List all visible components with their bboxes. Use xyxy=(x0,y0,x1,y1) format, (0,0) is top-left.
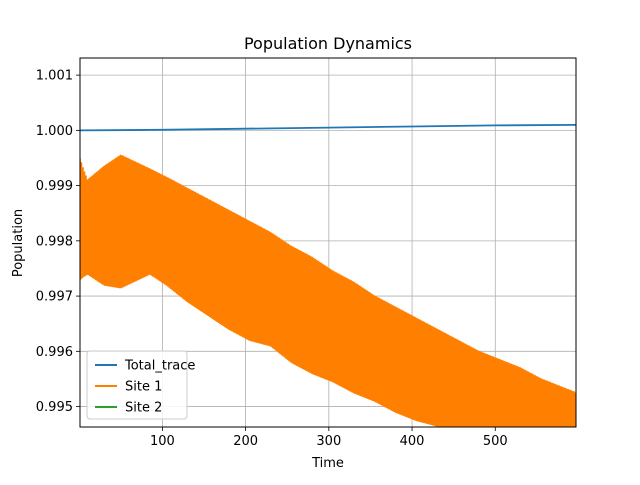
y-tick-label: 0.997 xyxy=(36,290,73,305)
y-tick-label: 1.001 xyxy=(36,69,73,84)
x-tick-label: 100 xyxy=(150,434,175,449)
x-tick-label: 200 xyxy=(233,434,258,449)
x-ticks: 100 200 300 400 500 xyxy=(150,427,508,449)
series-line-site-1 xyxy=(80,154,576,427)
x-axis-label: Time xyxy=(311,456,344,471)
y-tick-label: 0.998 xyxy=(36,234,73,249)
legend: Total_trace Site 1 Site 2 xyxy=(86,350,195,420)
x-tick-label: 300 xyxy=(316,434,341,449)
legend-label: Site 2 xyxy=(125,401,162,416)
x-tick-label: 400 xyxy=(400,434,425,449)
chart-title: Population Dynamics xyxy=(244,34,412,53)
y-tick-label: 0.996 xyxy=(36,345,73,360)
y-tick-label: 0.995 xyxy=(36,400,73,415)
x-tick-label: 500 xyxy=(483,434,508,449)
y-axis-label: Population xyxy=(11,209,26,277)
y-tick-label: 0.999 xyxy=(36,179,73,194)
y-tick-label: 1.000 xyxy=(36,124,73,139)
plot-area xyxy=(80,123,576,427)
series-line-total-trace xyxy=(80,123,576,132)
legend-label: Total_trace xyxy=(124,359,195,374)
series-group xyxy=(80,123,576,427)
legend-box xyxy=(86,350,188,420)
y-ticks: 0.995 0.996 0.997 0.998 0.999 1.000 1.001 xyxy=(36,69,80,415)
axes-frame xyxy=(79,57,577,428)
legend-label: Site 1 xyxy=(125,380,162,395)
